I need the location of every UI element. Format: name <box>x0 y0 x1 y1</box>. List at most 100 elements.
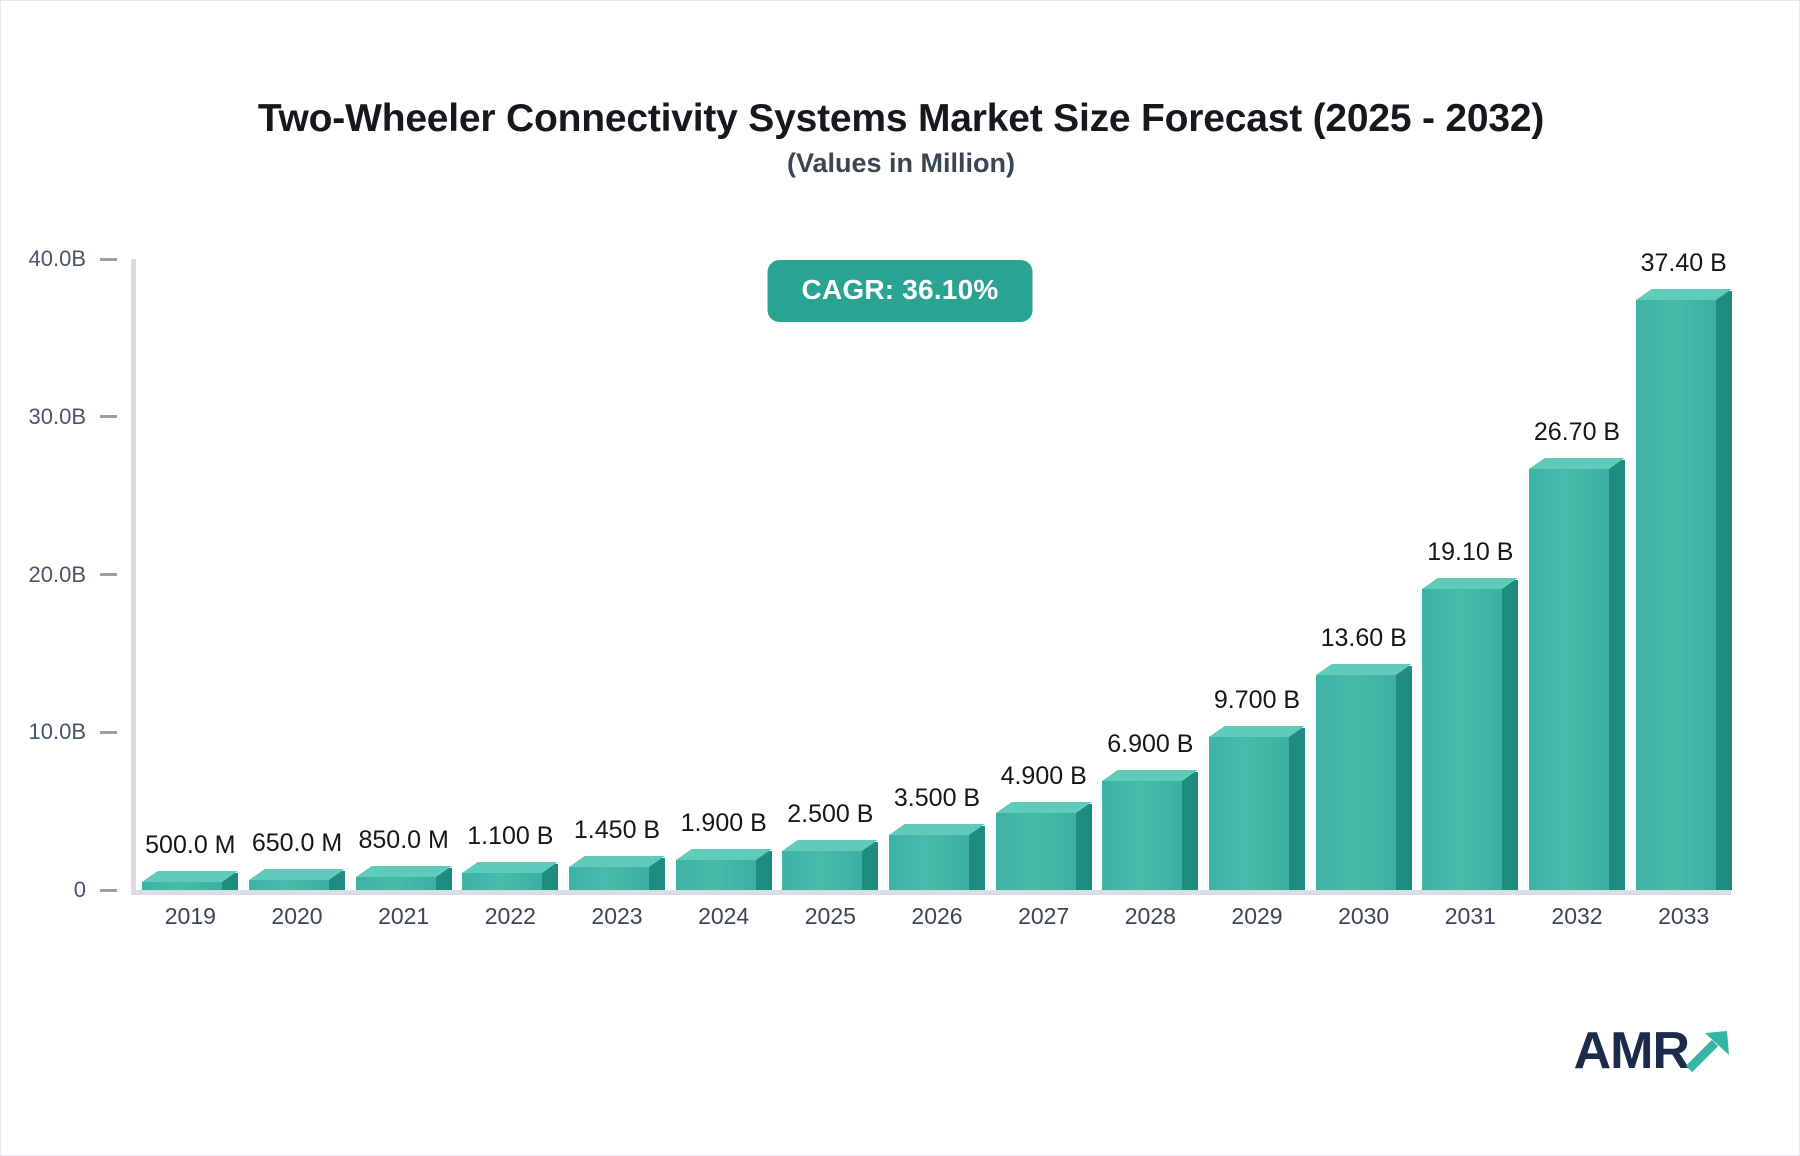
bar-value-label: 650.0 M <box>251 828 343 857</box>
bar-top-face <box>1102 770 1199 782</box>
x-axis-label: 2020 <box>271 903 323 929</box>
y-tick-mark <box>100 888 117 892</box>
bar-group: 9.700 B <box>1209 259 1305 890</box>
bar-front-face <box>782 850 863 890</box>
y-tick: 40.0B <box>29 246 132 272</box>
y-tick: 30.0B <box>29 404 132 430</box>
y-tick-mark <box>100 730 117 734</box>
x-axis-label: 2024 <box>698 903 750 929</box>
y-tick-label: 40.0B <box>28 246 87 271</box>
bar-top-face <box>675 849 772 861</box>
bar-front-face <box>142 882 223 890</box>
bar-front-face <box>995 812 1076 890</box>
bar-group: 500.0 M <box>142 259 239 890</box>
bar-front-face <box>1422 588 1503 890</box>
bar-top-face <box>249 868 345 880</box>
bar-side-face <box>969 825 985 890</box>
y-tick-label: 0 <box>73 877 86 902</box>
bar-top-face <box>142 871 239 882</box>
bar-top-face <box>569 856 665 868</box>
amr-logo: AMR <box>1574 1025 1731 1077</box>
bar-value-label: 13.60 B <box>1320 624 1407 653</box>
bar-value-label: 19.10 B <box>1427 537 1514 566</box>
bar-group: 650.0 M <box>249 259 345 890</box>
cagr-badge: CAGR: 36.10% <box>767 260 1033 322</box>
bar-top-face <box>1529 457 1625 469</box>
bar-top-face <box>889 823 985 835</box>
bar-group: 13.60 B <box>1315 259 1412 890</box>
bar-front-face <box>462 872 543 890</box>
bar-value-label: 4.900 B <box>1000 761 1087 790</box>
bar-front-face <box>889 834 969 890</box>
x-axis-label: 2031 <box>1444 903 1496 929</box>
bar-value-label: 500.0 M <box>145 831 236 859</box>
x-axis-label: 2023 <box>591 903 643 929</box>
x-axis-label: 2028 <box>1124 903 1176 929</box>
bar-value-label: 26.70 B <box>1533 417 1621 446</box>
bar-value-label: 2.500 B <box>787 799 874 828</box>
bar-side-face <box>1182 772 1199 890</box>
bar-value-label: 37.40 B <box>1640 249 1727 278</box>
bar-group: 26.70 B <box>1529 259 1625 890</box>
x-axis-label: 2022 <box>484 903 536 929</box>
y-tick: 20.0B <box>29 562 132 588</box>
x-axis-line <box>131 890 1731 895</box>
bar-front-face <box>1209 736 1289 890</box>
y-tick-mark <box>100 415 117 419</box>
bar-front-face <box>249 879 329 890</box>
bar-side-face <box>542 863 559 890</box>
y-tick: 0 <box>74 877 131 903</box>
bar-front-face <box>675 860 756 890</box>
bar-group: 3.500 B <box>889 259 985 890</box>
bar-side-face <box>1075 803 1092 890</box>
bar-value-label: 1.900 B <box>680 809 767 838</box>
bar-top-face <box>995 801 1092 813</box>
bar-group: 1.100 B <box>462 259 559 890</box>
bar-group: 6.900 B <box>1102 259 1199 890</box>
x-axis-label: 2025 <box>804 903 856 929</box>
bar-value-label: 9.700 B <box>1213 685 1301 714</box>
bar-front-face <box>569 867 649 890</box>
bar-group: 19.10 B <box>1422 259 1519 890</box>
bar-side-face <box>1289 727 1305 890</box>
bar-front-face <box>1315 675 1396 890</box>
bars-layer: 500.0 M 650.0 M 850.0 M 1.100 B 1.450 B 1.900… <box>131 249 1732 890</box>
bar-side-face <box>1609 459 1625 890</box>
x-axis-labels: 2019 2020 2021 2022 2023 2024 2025 2026 2027 2028… <box>131 903 1731 937</box>
y-tick-label: 30.0B <box>28 403 87 429</box>
bar-front-face <box>1529 468 1609 890</box>
bar-side-face <box>862 841 879 890</box>
bar-top-face <box>782 839 879 851</box>
y-tick-label: 20.0B <box>28 561 87 587</box>
bar-front-face <box>355 876 436 890</box>
bar-top-face <box>1635 289 1732 301</box>
bar-value-label: 1.450 B <box>573 816 661 845</box>
x-axis-label: 2019 <box>164 903 216 929</box>
bar-group: 4.900 B <box>995 259 1092 890</box>
x-axis-label: 2030 <box>1338 903 1390 929</box>
bar-top-face <box>1422 577 1519 589</box>
bar-value-label: 1.100 B <box>467 821 554 850</box>
x-axis-label: 2032 <box>1551 903 1603 929</box>
amr-logo-text: AMR <box>1573 1022 1690 1080</box>
page-title: Two-Wheeler Connectivity Systems Market … <box>257 97 1545 140</box>
bar-top-face <box>1315 664 1412 676</box>
x-axis-label: 2033 <box>1658 903 1710 929</box>
bar-value-label: 3.500 B <box>893 783 981 812</box>
x-axis-label: 2027 <box>1018 903 1070 929</box>
bar-side-face <box>1395 666 1412 890</box>
x-axis-label: 2021 <box>378 903 430 929</box>
bar-group: 2.500 B <box>782 259 879 890</box>
bar-group: 1.450 B <box>569 259 665 890</box>
bar-front-face <box>1635 300 1716 890</box>
bar-group: 850.0 M <box>355 259 452 890</box>
plot-area: 0 10.0B 20.0B 30.0B 40.0B 500.0 M 650.0 M 850.… <box>29 246 1732 902</box>
bar-value-label: 6.900 B <box>1107 730 1194 759</box>
bar-front-face <box>1102 781 1183 890</box>
bar-group: 37.40 B <box>1635 249 1732 890</box>
y-tick-mark <box>100 573 117 576</box>
x-axis-label: 2026 <box>911 903 963 929</box>
y-axis-line <box>131 259 136 895</box>
y-tick-label: 10.0B <box>28 719 87 745</box>
